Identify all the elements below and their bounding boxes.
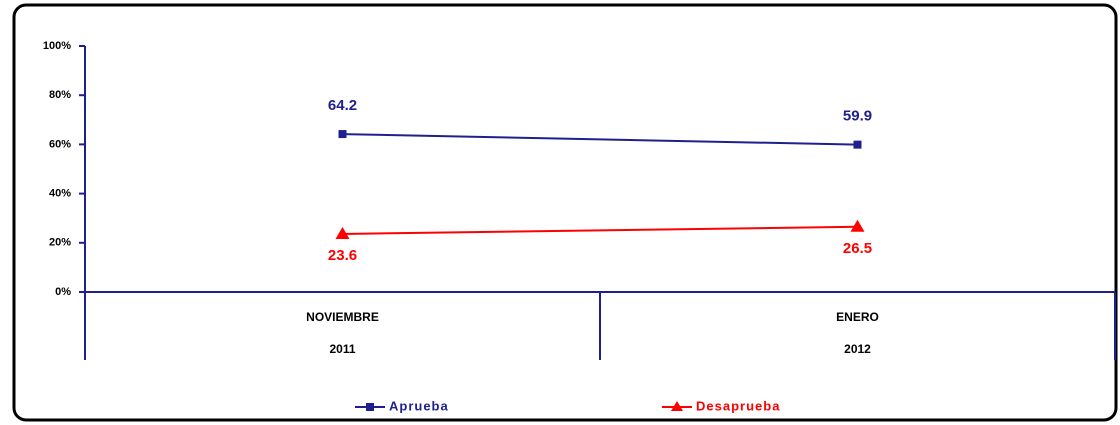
chart-frame: [12, 3, 1118, 422]
y-tick-label: 0%: [55, 286, 71, 298]
point: [850, 219, 865, 232]
x-tick-year: 2011: [329, 342, 355, 356]
data-label: 26.5: [843, 240, 872, 257]
series-line: [342, 133, 858, 146]
data-label: 23.6: [328, 247, 357, 264]
x-tick-year: 2012: [844, 342, 871, 356]
legend-marker: [366, 403, 374, 411]
series-line: [342, 225, 858, 235]
y-tick-label: 40%: [49, 188, 71, 200]
x-tick-label: ENERO: [836, 310, 879, 324]
y-tick-label: 60%: [49, 138, 71, 150]
point: [335, 226, 350, 239]
point: [853, 140, 862, 149]
point: [338, 130, 347, 139]
data-label: 64.2: [328, 97, 357, 114]
y-tick-label: 100%: [43, 40, 71, 52]
x-tick-label: NOVIEMBRE: [306, 310, 379, 324]
legend-label: Aprueba: [389, 398, 449, 413]
y-tick-label: 80%: [49, 89, 71, 101]
legend-label: Desaprueba: [696, 398, 780, 413]
data-label: 59.9: [843, 108, 872, 125]
legend-marker: [671, 401, 683, 411]
y-tick-label: 20%: [49, 237, 71, 249]
